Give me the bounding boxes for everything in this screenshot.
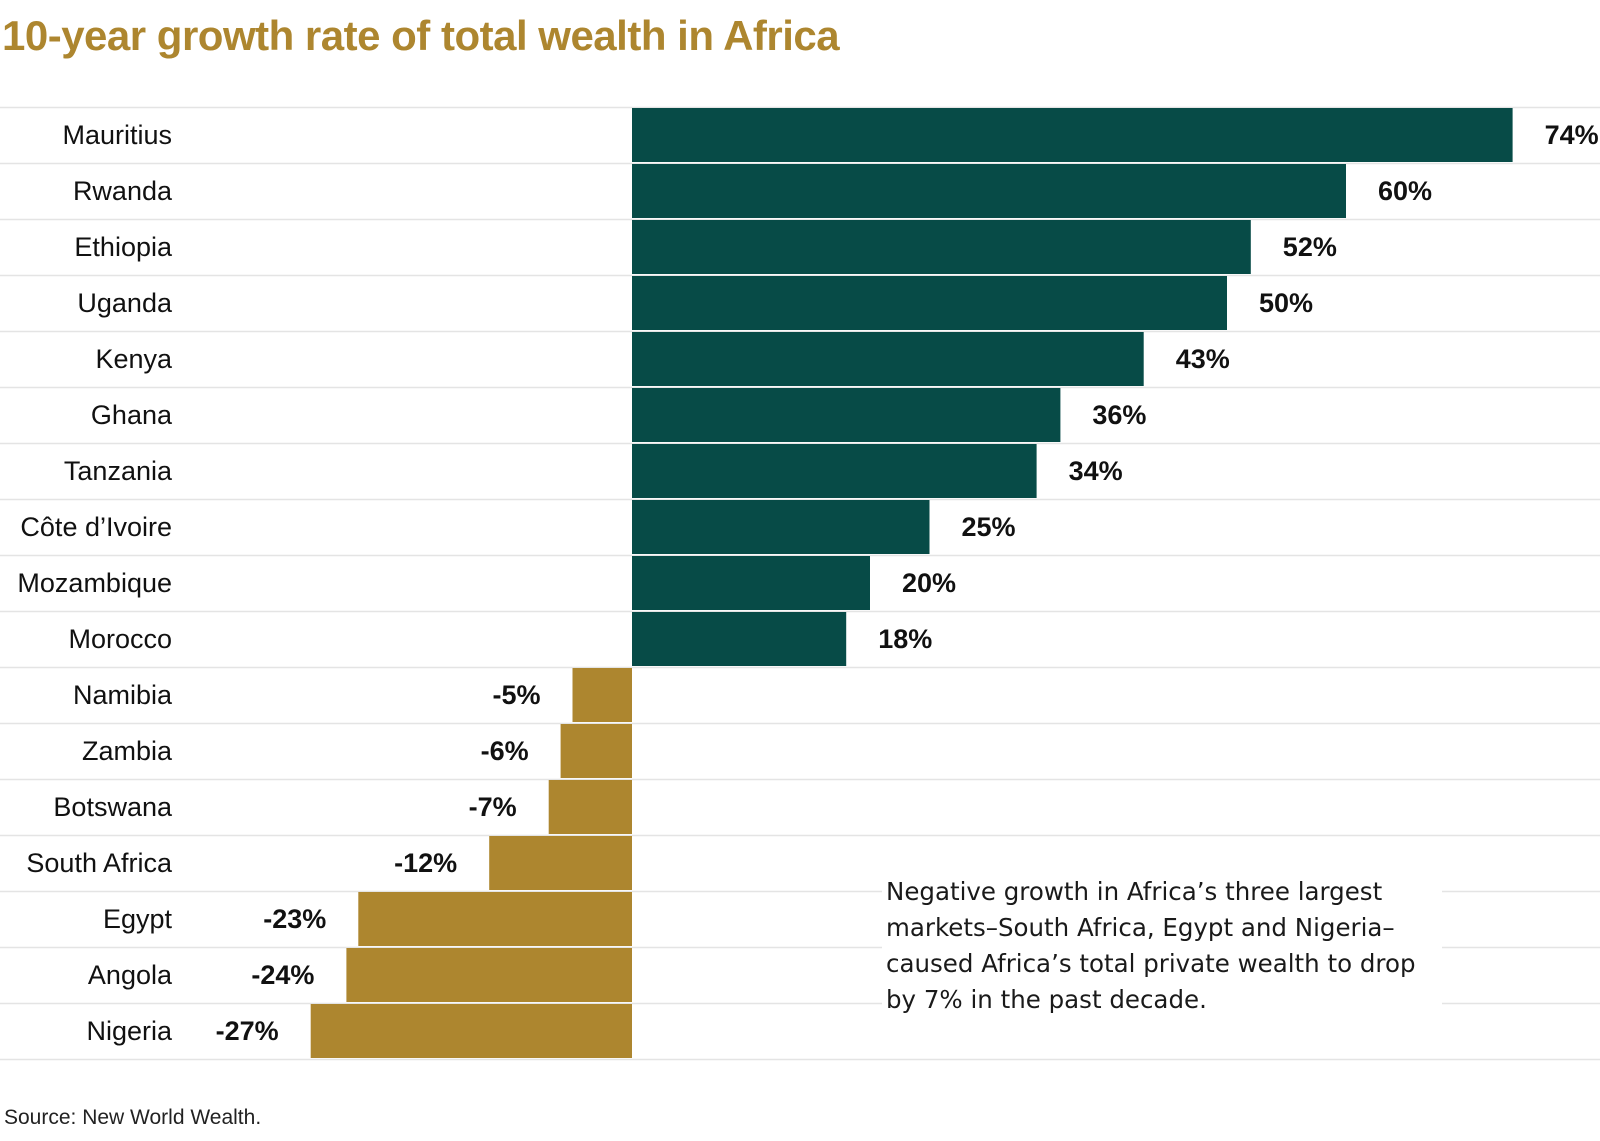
bar <box>548 780 632 834</box>
category-label: Kenya <box>95 344 173 374</box>
category-label: Côte d’Ivoire <box>20 512 172 542</box>
bar <box>632 220 1251 274</box>
value-label: 43% <box>1176 344 1230 374</box>
bar <box>632 276 1227 330</box>
category-label: Tanzania <box>64 456 173 486</box>
value-label: -23% <box>263 904 326 934</box>
bar <box>310 1004 632 1058</box>
category-label: Rwanda <box>73 176 173 206</box>
bar <box>632 164 1346 218</box>
category-label: Ghana <box>91 400 173 430</box>
category-label: Egypt <box>103 904 173 934</box>
bar <box>560 724 632 778</box>
bar <box>358 892 632 946</box>
category-label: Uganda <box>77 288 173 318</box>
bar <box>632 444 1037 498</box>
category-label: Ethiopia <box>74 232 173 262</box>
value-label: 18% <box>878 624 932 654</box>
row-dividers <box>0 106 1600 1061</box>
value-label: -27% <box>216 1016 279 1046</box>
source-note: Source: New World Wealth. <box>4 1106 262 1129</box>
value-label: -24% <box>251 960 314 990</box>
bar <box>632 388 1061 442</box>
category-label: Mozambique <box>17 568 172 598</box>
bar <box>632 332 1144 386</box>
annotation-note: Negative growth in Africa’s three larges… <box>882 874 1442 1018</box>
value-label: -5% <box>492 680 540 710</box>
bar <box>346 948 632 1002</box>
value-labels: 74%60%52%50%43%36%34%25%20%18%-5%-6%-7%-… <box>216 120 1599 1046</box>
category-label: Nigeria <box>86 1016 173 1046</box>
value-label: 25% <box>962 512 1016 542</box>
bar <box>632 108 1513 162</box>
bar <box>632 500 930 554</box>
value-label: 36% <box>1092 400 1146 430</box>
value-label: 20% <box>902 568 956 598</box>
bar <box>489 836 632 890</box>
category-label: Mauritius <box>62 120 172 150</box>
bars <box>310 108 1513 1058</box>
bar <box>632 612 847 666</box>
bar <box>632 556 870 610</box>
category-labels: Mauritius Rwanda Ethiopia Uganda Kenya Ghana T… <box>17 120 173 1046</box>
value-label: -12% <box>394 848 457 878</box>
value-label: 60% <box>1378 176 1432 206</box>
category-label: Morocco <box>68 624 172 654</box>
category-label: South Africa <box>26 848 173 878</box>
category-label: Angola <box>88 960 173 990</box>
value-label: 74% <box>1545 120 1599 150</box>
chart-title: 10-year growth rate of total wealth in A… <box>2 12 840 59</box>
value-label: -7% <box>469 792 517 822</box>
value-label: -6% <box>481 736 529 766</box>
value-label: 34% <box>1069 456 1123 486</box>
category-label: Namibia <box>73 680 173 710</box>
value-label: 52% <box>1283 232 1337 262</box>
value-label: 50% <box>1259 288 1313 318</box>
category-label: Zambia <box>82 736 173 766</box>
bar <box>572 668 632 722</box>
category-label: Botswana <box>53 792 173 822</box>
